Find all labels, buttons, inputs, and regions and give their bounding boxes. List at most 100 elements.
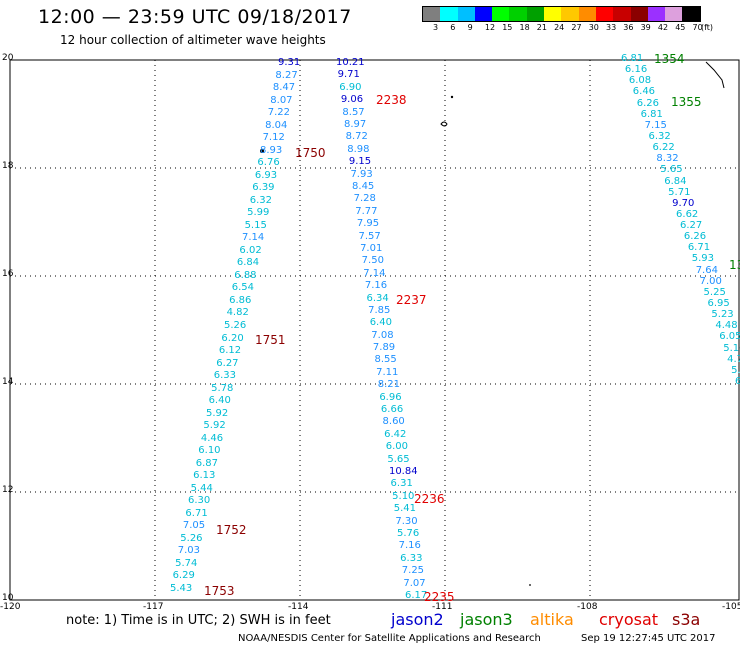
page-title: 12:00 — 23:59 UTC 09/18/2017 (38, 6, 352, 28)
legend-label: 27 (571, 23, 582, 32)
wave-height-point: 9.15 (348, 156, 372, 168)
island-marker (440, 121, 448, 127)
wave-height-point: 5.44 (190, 482, 213, 494)
legend-swatch (526, 7, 545, 21)
island-dot (450, 95, 454, 99)
wave-height-point: 6.33 (213, 370, 236, 382)
legend-label: 6 (450, 23, 456, 32)
longitude-label: -108 (577, 602, 598, 612)
legend-label: 36 (623, 23, 634, 32)
wave-height-point: 7.01 (360, 242, 383, 254)
satellite-name: altika (530, 610, 574, 629)
longitude-label: -105 (722, 602, 740, 612)
coastline (260, 61, 725, 586)
wave-height-point: 6.93 (254, 169, 278, 181)
wave-height-point: 8.27 (275, 69, 298, 81)
wave-height-point: 5.71 (668, 186, 691, 198)
wave-height-point: 6.66 (380, 404, 404, 416)
wave-height-point: 6.62 (676, 208, 699, 220)
legend-label: 42 (657, 23, 669, 32)
satellite-name: jason3 (460, 610, 513, 629)
wave-height-point: 7.12 (262, 132, 285, 144)
wave-height-point: 9.06 (340, 94, 364, 106)
wave-height-point: 6.90 (339, 81, 362, 93)
wave-height-point: 5.92 (203, 420, 226, 432)
longitude-label: -117 (143, 602, 164, 612)
wave-height-point: 10.84 (388, 466, 418, 478)
wave-height-point: 7.30 (395, 515, 418, 527)
wave-height-point: 4.7 (727, 353, 740, 365)
pass-time-label: 2236 (414, 492, 445, 506)
latitude-label: 10 (2, 593, 14, 603)
wave-height-map (9, 59, 740, 601)
wave-height-point: 6.16 (624, 64, 648, 76)
wave-height-point: 6.08 (628, 75, 652, 87)
island-dot (260, 149, 264, 153)
legend-swatch (682, 7, 700, 21)
wave-height-point: 6.40 (369, 317, 392, 329)
longitude-label: -120 (0, 602, 21, 612)
wave-height-point: 5.78 (211, 382, 234, 394)
latitude-label: 14 (2, 377, 14, 387)
lat-lon-grid (10, 59, 739, 601)
wave-height-point: 7.07 (403, 577, 426, 589)
wave-height-point: 7.05 (182, 520, 206, 532)
legend-label: 24 (554, 23, 565, 32)
wave-height-point: 6.84 (236, 257, 260, 269)
wave-height-point: 4.82 (226, 307, 249, 319)
wave-height-point: 8.60 (382, 416, 405, 428)
pass-time-label: 13 (729, 258, 740, 272)
wave-height-point: 6.46 (632, 86, 656, 98)
legend-label: (ft) (701, 23, 714, 32)
pass-time-label: 2237 (396, 293, 427, 307)
legend-swatch (595, 7, 614, 21)
wave-height-point: 8.93 (260, 144, 283, 156)
wave-height-point: 5.15 (244, 219, 267, 231)
wave-height-point: 6.02 (239, 244, 262, 256)
legend-swatch (509, 7, 527, 21)
pass-time-label: 1751 (255, 333, 286, 347)
wave-height-point: 5.99 (247, 207, 270, 219)
legend-swatch (440, 7, 458, 21)
wave-height-point: 6.12 (218, 345, 242, 357)
wave-height-point: 7.77 (355, 205, 378, 217)
wave-height-point: 8.04 (265, 119, 288, 131)
wave-height-point: 6.32 (249, 194, 272, 206)
wave-height-point: 5.26 (224, 320, 247, 331)
legend-label: 21 (536, 23, 547, 32)
footer-timestamp: Sep 19 12:27:45 UTC 2017 (581, 633, 716, 644)
wave-height-point: 7.89 (372, 342, 396, 354)
wave-height-point: 5. (731, 364, 740, 376)
legend-label: 30 (588, 23, 599, 32)
legend-swatch (647, 7, 666, 21)
wave-height-point: 6.26 (683, 231, 707, 243)
wave-height-point: 6.22 (652, 142, 675, 154)
wave-height-point: 6.84 (664, 175, 687, 187)
legend-label: 12 (484, 23, 496, 32)
wave-height-point: 6.10 (198, 445, 221, 457)
wave-height-point: 6.40 (208, 395, 231, 407)
wave-height-point: 7.50 (361, 255, 384, 267)
wave-height-point: 6.30 (188, 495, 211, 507)
wave-height-point: 5.16 (723, 342, 740, 354)
wave-height-point: 5.93 (691, 253, 715, 265)
satellite-name: s3a (672, 610, 701, 629)
wave-height-point: 8.07 (270, 94, 293, 106)
wave-height-point: 6.20 (221, 332, 244, 344)
wave-height-point: 5.92 (206, 407, 229, 419)
legend-swatch (630, 7, 648, 21)
map-frame (9, 59, 740, 601)
legend-label: 9 (467, 23, 473, 32)
wave-height-point: 6.54 (231, 282, 254, 294)
wave-height-point: 6.86 (229, 294, 252, 306)
wave-height-point: 6.42 (384, 428, 407, 440)
pass-time-label: 1750 (295, 146, 326, 160)
wave-height-point: 6.39 (252, 182, 275, 194)
legend-swatch (561, 7, 579, 21)
wave-height-point: 7.57 (358, 230, 381, 242)
wave-height-point: 7.22 (267, 107, 290, 119)
wave-height-point: 8.32 (656, 153, 679, 165)
wave-height-point: 7.28 (353, 193, 376, 205)
pass-time-label: 1753 (204, 584, 235, 598)
legend-swatch (457, 7, 475, 21)
